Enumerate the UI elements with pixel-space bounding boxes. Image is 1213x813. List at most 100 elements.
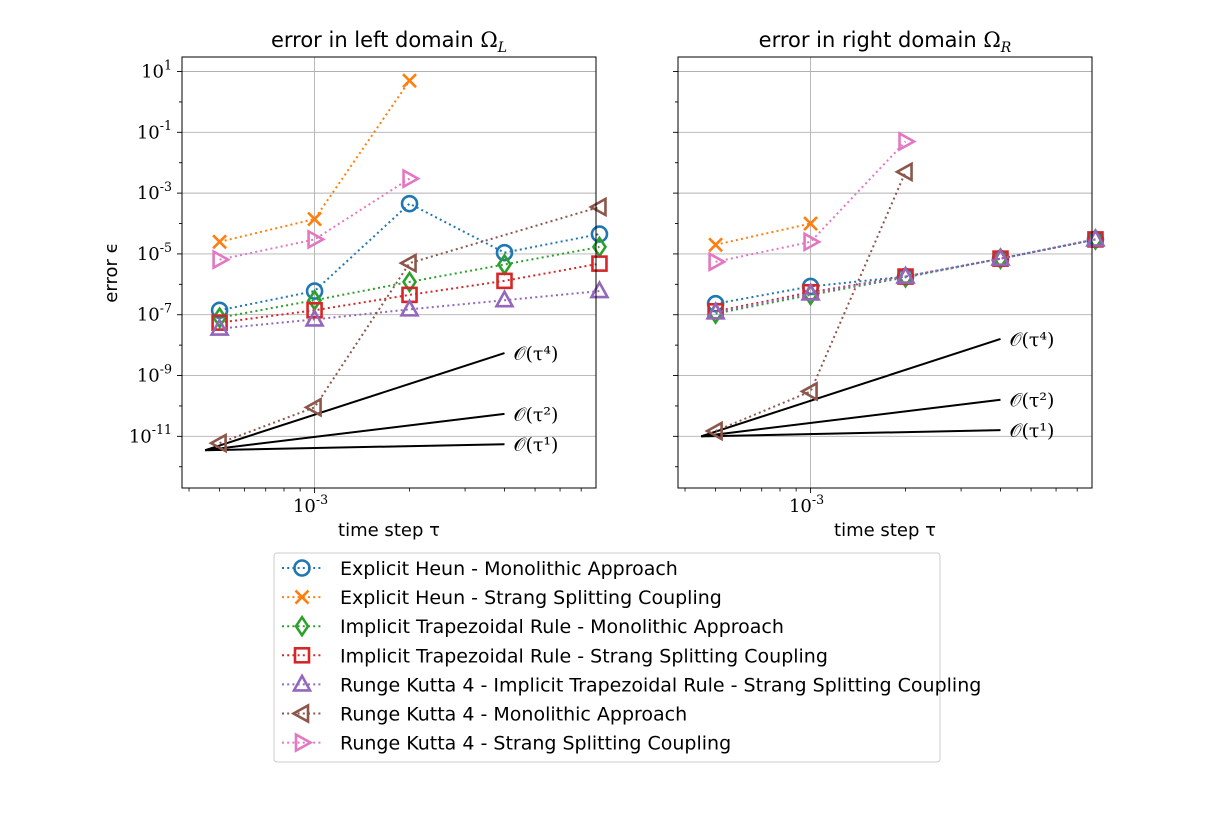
legend-marker (293, 559, 311, 577)
reference-line (205, 443, 505, 452)
chart-panel-left: 𝒪(τ⁴) 𝒪(τ²) 𝒪(τ¹) error in left domain ΩL ti… (101, 28, 610, 541)
series-line (219, 262, 600, 324)
legend-marker (294, 589, 310, 605)
series-line (715, 140, 907, 263)
x-tick-label: 10-3 (789, 492, 824, 517)
legend-item: Runge Kutta 4 - Implicit Trapezoidal Rul… (282, 673, 981, 696)
data-point (895, 265, 916, 284)
legend: Explicit Heun - Monolithic Approach Expli… (273, 552, 981, 763)
x-tick-label: 10-3 (293, 492, 328, 517)
data-point (590, 225, 609, 243)
data-point (588, 196, 607, 218)
legend-marker (294, 614, 310, 638)
chart-title: error in right domain ΩR (759, 28, 1012, 56)
legend-item: Runge Kutta 4 - Monolithic Approach (282, 703, 687, 726)
data-point (402, 73, 417, 89)
data-point (704, 420, 723, 442)
data-point (212, 249, 231, 270)
data-point (708, 251, 727, 273)
reference-line-label: 𝒪(τ⁴) (514, 343, 559, 365)
reference-line-label: 𝒪(τ¹) (514, 434, 559, 456)
reference-line (700, 337, 1001, 438)
legend-item: Implicit Trapezoidal Rule - Monolithic A… (282, 614, 784, 638)
legend-label: Explicit Heun - Strang Splitting Couplin… (340, 587, 722, 609)
data-point (1085, 228, 1106, 247)
y-tick-label: 10-11 (129, 422, 172, 447)
legend-marker (290, 703, 310, 724)
data-point (307, 229, 326, 250)
data-point (894, 161, 913, 183)
data-point (306, 301, 323, 319)
y-tick-label: 10-5 (137, 240, 172, 265)
data-point (303, 397, 322, 418)
data-point (799, 381, 818, 402)
series-line (219, 202, 600, 312)
data-point (398, 252, 417, 274)
reference-line (205, 412, 505, 452)
legend-item: Explicit Heun - Strang Splitting Couplin… (282, 587, 722, 609)
y-tick-label: 101 (141, 57, 172, 82)
data-point (304, 308, 325, 327)
data-point (494, 289, 515, 308)
data-point (496, 272, 513, 290)
legend-item: Implicit Trapezoidal Rule - Strang Split… (282, 645, 828, 667)
data-point (401, 270, 418, 294)
legend-label: Implicit Trapezoidal Rule - Monolithic A… (340, 616, 784, 638)
legend-marker (293, 646, 311, 664)
data-point (705, 301, 726, 320)
data-point (708, 237, 724, 253)
legend-item: Runge Kutta 4 - Strang Splitting Couplin… (282, 732, 731, 755)
data-point (495, 243, 514, 262)
series-line (715, 238, 1096, 314)
data-point (400, 194, 419, 213)
legend-marker (291, 673, 313, 692)
reference-line (204, 352, 505, 452)
data-point (591, 255, 608, 272)
data-point (212, 234, 228, 250)
legend-label: Runge Kutta 4 - Implicit Trapezoidal Rul… (340, 674, 981, 696)
legend-label: Runge Kutta 4 - Monolithic Approach (340, 704, 687, 726)
data-point (211, 314, 228, 331)
plot-frame (677, 56, 1093, 489)
y-tick-label: 10-1 (137, 118, 172, 143)
chart-panel-right: 𝒪(τ⁴) 𝒪(τ²) 𝒪(τ¹) error in right domain ΩR t… (673, 28, 1106, 541)
reference-line-label: 𝒪(τ¹) (1010, 420, 1055, 442)
series-line (715, 238, 1096, 305)
reference-line-label: 𝒪(τ²) (514, 404, 559, 426)
legend-marker (294, 732, 314, 753)
data-point (305, 282, 324, 300)
series-line (219, 80, 411, 243)
legend-label: Runge Kutta 4 - Strang Splitting Couplin… (340, 733, 731, 755)
data-point (898, 131, 917, 152)
legend-label: Explicit Heun - Monolithic Approach (340, 558, 678, 580)
series-line (219, 290, 600, 330)
legend-box (273, 552, 941, 763)
data-point (800, 282, 821, 301)
x-axis-label: time step τ (834, 520, 936, 541)
y-tick-label: 10-7 (137, 301, 172, 326)
reference-line (701, 429, 1001, 438)
data-point (803, 216, 818, 231)
reference-line-label: 𝒪(τ⁴) (1010, 329, 1055, 351)
y-tick-label: 10-3 (137, 179, 172, 204)
series-line (219, 177, 411, 261)
data-point (589, 279, 610, 299)
series-line (219, 245, 600, 319)
legend-item: Explicit Heun - Monolithic Approach (282, 558, 678, 580)
reference-line (701, 398, 1001, 438)
data-point (307, 211, 322, 227)
data-point (803, 231, 822, 253)
x-axis-label: time step τ (338, 520, 440, 541)
data-point (990, 247, 1011, 266)
plot-frame (181, 56, 597, 489)
y-tick-label: 10-9 (137, 361, 172, 386)
data-point (209, 317, 230, 336)
series-line (715, 222, 811, 246)
series-line (219, 206, 600, 445)
y-axis-label: error ϵ (101, 242, 122, 302)
reference-line-label: 𝒪(τ²) (1010, 390, 1055, 412)
data-point (208, 432, 227, 454)
chart-title: error in left domain ΩL (271, 28, 507, 56)
data-point (402, 168, 421, 189)
